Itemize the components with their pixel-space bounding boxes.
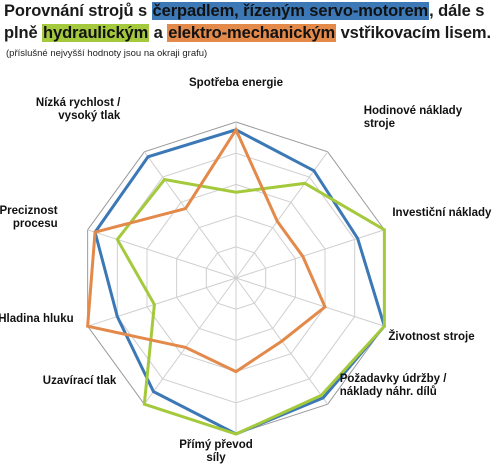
- grid-spoke-9: [143, 151, 237, 279]
- title-highlight-hydraulic: hydraulickým: [42, 24, 150, 42]
- axis-label-1: Hodinové náklady stroje: [364, 105, 463, 130]
- title-part-4: vstřikovacím lisem.: [336, 24, 491, 42]
- grid-spoke-7: [87, 277, 237, 327]
- title-part-2: , dále s plně: [4, 2, 485, 42]
- axis-label-3: Životnost stroje: [388, 330, 474, 343]
- axis-label-9: Nízká rychlost / vysoký tlak: [36, 97, 121, 122]
- axis-label-6: Uzavírací tlak: [43, 375, 117, 387]
- axis-label-8: Preciznost procesu: [0, 205, 58, 230]
- axis-label-2: Investiční náklady: [392, 207, 492, 219]
- chart-subtitle: (příslušné nejvyšší hodnoty jsou na okra…: [6, 48, 208, 59]
- chart-title: Porovnání strojů s čerpadlem, řízeným se…: [4, 0, 498, 44]
- axis-label-5: Přímý převod síly: [179, 439, 253, 464]
- title-part-1: Porovnání strojů s: [4, 2, 152, 20]
- grid-spoke-6: [143, 277, 237, 405]
- grid-spoke-8: [87, 229, 237, 279]
- axis-label-4: Požadavky údržby / náklady náhr. dílů: [340, 373, 448, 398]
- axis-label-7: Hladina hluku: [0, 313, 74, 325]
- grid-spoke-2: [235, 229, 385, 279]
- grid-spoke-1: [235, 151, 329, 279]
- title-highlight-electromechanical: elektro-mechanickým: [167, 24, 337, 42]
- grid-spoke-3: [235, 277, 385, 327]
- title-part-3: a: [149, 24, 168, 42]
- series-line-1: [115, 177, 386, 436]
- title-highlight-servo: čerpadlem, řízeným servo-motorem: [151, 2, 430, 20]
- series-line-2: [86, 126, 327, 374]
- axis-label-0: Spotřeba energie: [189, 77, 283, 89]
